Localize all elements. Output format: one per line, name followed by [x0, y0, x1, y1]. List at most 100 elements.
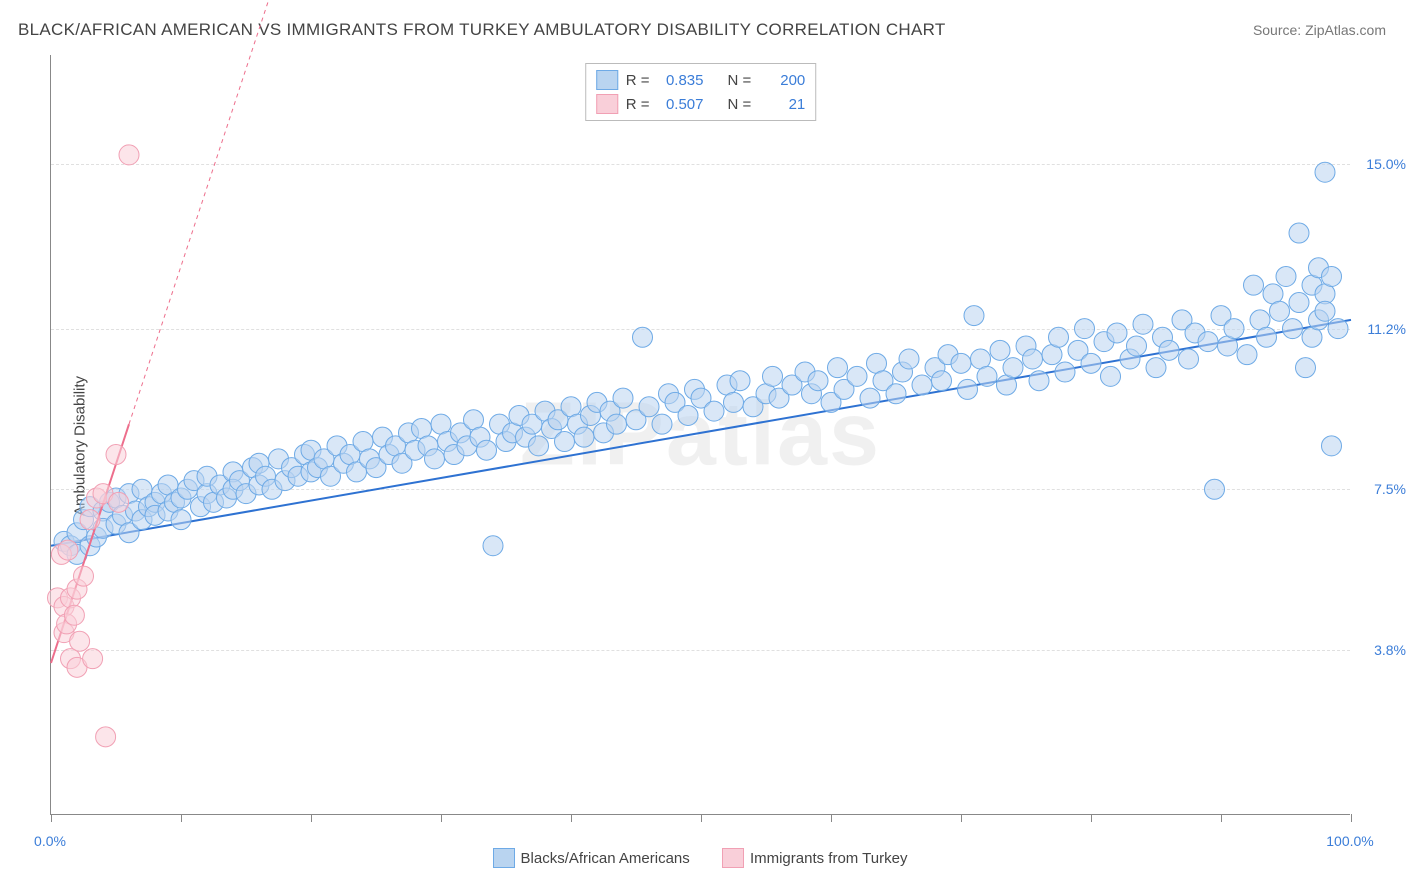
legend-label-blue: Blacks/African Americans [521, 850, 690, 867]
data-point [1055, 362, 1075, 382]
data-point [1003, 358, 1023, 378]
data-point [652, 414, 672, 434]
data-point [1023, 349, 1043, 369]
data-point [1159, 340, 1179, 360]
data-point [529, 436, 549, 456]
data-point [847, 366, 867, 386]
data-point [977, 366, 997, 386]
data-point [964, 306, 984, 326]
data-point [1328, 319, 1348, 339]
data-point [1101, 366, 1121, 386]
data-point [1257, 327, 1277, 347]
data-point [1107, 323, 1127, 343]
data-point [678, 405, 698, 425]
data-point [886, 384, 906, 404]
data-point [64, 605, 84, 625]
swatch-pink-icon [596, 94, 618, 114]
data-point [1146, 358, 1166, 378]
n-value-blue: 200 [759, 72, 805, 89]
r-value-pink: 0.507 [658, 96, 704, 113]
data-point [932, 371, 952, 391]
data-point [860, 388, 880, 408]
trend-line-extension [129, 0, 415, 424]
data-point [96, 727, 116, 747]
swatch-blue-icon [596, 70, 618, 90]
x-tick [311, 814, 312, 822]
r-label: R = [626, 72, 650, 89]
x-tick-label: 0.0% [34, 833, 66, 849]
data-point [1315, 162, 1335, 182]
x-tick [51, 814, 52, 822]
x-tick [1091, 814, 1092, 822]
data-point [1133, 314, 1153, 334]
data-point [1270, 301, 1290, 321]
source-attribution: Source: ZipAtlas.com [1253, 22, 1386, 38]
data-point [574, 427, 594, 447]
swatch-blue-icon [493, 848, 515, 868]
data-point [1322, 436, 1342, 456]
data-point [58, 540, 78, 560]
data-point [1198, 332, 1218, 352]
n-label: N = [728, 72, 752, 89]
data-point [808, 371, 828, 391]
x-tick [571, 814, 572, 822]
x-tick [181, 814, 182, 822]
data-point [1244, 275, 1264, 295]
legend-item-blue: Blacks/African Americans [493, 848, 690, 868]
data-point [483, 536, 503, 556]
data-point [119, 145, 139, 165]
data-point [828, 358, 848, 378]
data-point [1081, 353, 1101, 373]
y-tick-label: 11.2% [1356, 321, 1406, 337]
x-tick [1221, 814, 1222, 822]
legend-label-pink: Immigrants from Turkey [750, 850, 908, 867]
r-value-blue: 0.835 [658, 72, 704, 89]
data-point [1289, 223, 1309, 243]
data-point [1296, 358, 1316, 378]
data-point [74, 566, 94, 586]
data-point [1315, 301, 1335, 321]
data-point [990, 340, 1010, 360]
plot-area: ZIPatlas R = 0.835 N = 200 R = 0.507 N =… [50, 55, 1350, 815]
data-point [951, 353, 971, 373]
data-point [1049, 327, 1069, 347]
n-value-pink: 21 [759, 96, 805, 113]
data-point [1029, 371, 1049, 391]
chart-title: BLACK/AFRICAN AMERICAN VS IMMIGRANTS FRO… [18, 20, 946, 40]
legend-stats-row-pink: R = 0.507 N = 21 [596, 92, 806, 116]
data-point [80, 510, 100, 530]
r-label: R = [626, 96, 650, 113]
x-tick [441, 814, 442, 822]
data-point [1075, 319, 1095, 339]
data-point [70, 631, 90, 651]
data-point [899, 349, 919, 369]
data-point [1322, 266, 1342, 286]
data-point [633, 327, 653, 347]
x-tick [1351, 814, 1352, 822]
data-point [1276, 266, 1296, 286]
data-point [704, 401, 724, 421]
data-point [1237, 345, 1257, 365]
x-tick-label: 100.0% [1326, 833, 1373, 849]
trend-line [51, 320, 1351, 546]
data-point [724, 392, 744, 412]
data-point [1179, 349, 1199, 369]
data-point [1127, 336, 1147, 356]
data-point [106, 445, 126, 465]
data-point [613, 388, 633, 408]
data-point [555, 432, 575, 452]
data-point [730, 371, 750, 391]
data-point [171, 510, 191, 530]
y-tick-label: 15.0% [1356, 156, 1406, 172]
data-point [1283, 319, 1303, 339]
data-point [1205, 479, 1225, 499]
data-point [607, 414, 627, 434]
n-label: N = [728, 96, 752, 113]
scatter-svg [51, 55, 1350, 814]
data-point [109, 492, 129, 512]
data-point [83, 649, 103, 669]
x-tick [961, 814, 962, 822]
legend-stats: R = 0.835 N = 200 R = 0.507 N = 21 [585, 63, 817, 121]
source-link[interactable]: ZipAtlas.com [1305, 22, 1386, 38]
legend-item-pink: Immigrants from Turkey [722, 848, 908, 868]
